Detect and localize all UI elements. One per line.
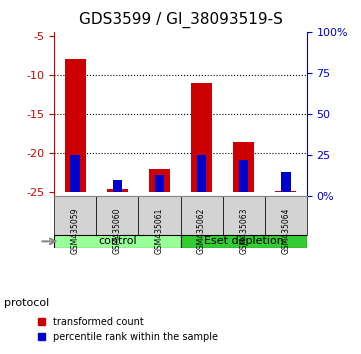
Text: control: control bbox=[98, 236, 136, 246]
Bar bbox=[65, 59, 86, 193]
FancyBboxPatch shape bbox=[54, 235, 180, 248]
Text: GSM435063: GSM435063 bbox=[239, 208, 248, 255]
FancyBboxPatch shape bbox=[265, 196, 307, 235]
Bar bbox=[275, 191, 296, 193]
FancyBboxPatch shape bbox=[138, 196, 180, 235]
Text: GSM435060: GSM435060 bbox=[113, 208, 122, 255]
Text: GSM435064: GSM435064 bbox=[281, 208, 290, 255]
FancyBboxPatch shape bbox=[96, 196, 138, 235]
Text: Eset depletion: Eset depletion bbox=[204, 236, 284, 246]
FancyBboxPatch shape bbox=[180, 235, 307, 248]
Bar bbox=[107, 189, 128, 193]
Bar bbox=[149, 169, 170, 193]
Legend: transformed count, percentile rank within the sample: transformed count, percentile rank withi… bbox=[34, 313, 222, 346]
Text: GSM435061: GSM435061 bbox=[155, 208, 164, 254]
Title: GDS3599 / GI_38093519-S: GDS3599 / GI_38093519-S bbox=[79, 12, 282, 28]
FancyBboxPatch shape bbox=[223, 196, 265, 235]
Bar bbox=[70, 155, 80, 193]
Bar bbox=[239, 160, 248, 193]
Bar bbox=[191, 83, 212, 193]
Bar bbox=[281, 172, 291, 193]
Text: GSM435059: GSM435059 bbox=[71, 208, 80, 255]
Text: protocol: protocol bbox=[4, 298, 49, 308]
Bar bbox=[197, 155, 206, 193]
Bar bbox=[155, 175, 164, 193]
Bar bbox=[233, 142, 254, 193]
FancyBboxPatch shape bbox=[54, 196, 96, 235]
Text: GSM435062: GSM435062 bbox=[197, 208, 206, 254]
Bar bbox=[113, 180, 122, 193]
FancyBboxPatch shape bbox=[180, 196, 223, 235]
